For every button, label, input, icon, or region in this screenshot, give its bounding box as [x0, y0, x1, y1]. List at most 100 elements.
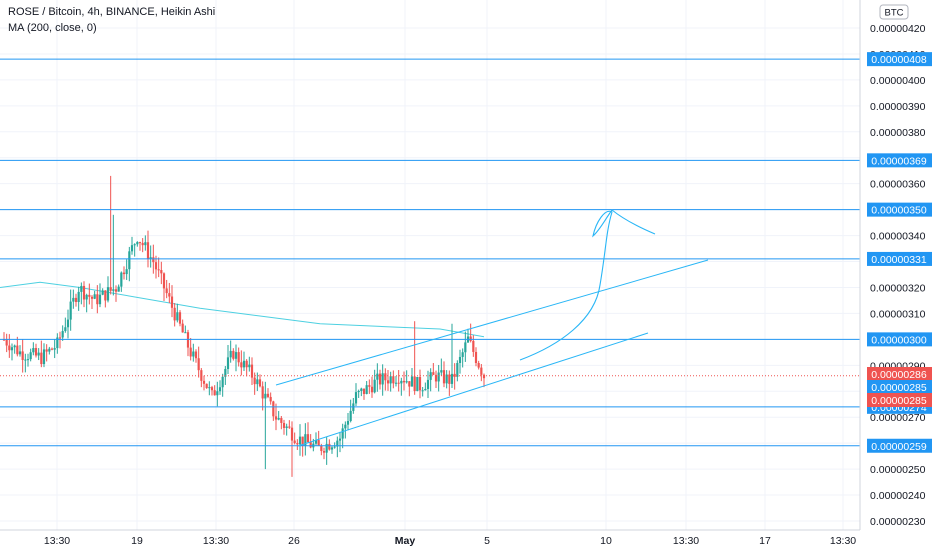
candle-up: [218, 387, 222, 392]
candle-down: [408, 381, 411, 387]
candle-down: [274, 416, 278, 420]
candle-down: [197, 358, 200, 371]
candle-down: [16, 345, 19, 355]
candle-down: [152, 257, 155, 263]
channel-lower-line: [297, 332, 649, 447]
horizontal-levels[interactable]: [0, 58, 860, 447]
candle-up: [130, 245, 134, 252]
candle-down: [378, 373, 382, 385]
candle-down: [453, 373, 456, 377]
candle-up: [440, 370, 443, 373]
candle-down: [301, 436, 304, 446]
candle-down: [146, 242, 150, 259]
candle-up: [26, 359, 30, 361]
price-label-bg: [867, 367, 932, 381]
candle-up: [248, 364, 251, 368]
candle-down: [272, 401, 275, 417]
candle-down: [258, 379, 262, 387]
candle-down: [178, 312, 182, 324]
candle-up: [136, 242, 139, 245]
candle-up: [410, 376, 414, 387]
candle-down: [317, 440, 320, 446]
candle-down: [320, 445, 323, 452]
candle-up: [429, 372, 432, 380]
candle-down: [82, 285, 86, 300]
candle-up: [85, 294, 88, 300]
y-tick-label: 0.00000380: [870, 127, 926, 139]
candle-up: [93, 294, 96, 299]
trend-drawings[interactable]: [275, 209, 709, 447]
candle-down: [368, 385, 371, 387]
candle-up: [24, 359, 27, 361]
candle-up: [224, 369, 227, 377]
candle-up: [437, 372, 440, 382]
candle-down: [386, 380, 390, 384]
candle-up: [80, 285, 83, 292]
x-tick-label: 13:30: [203, 535, 229, 547]
price-label: 0.00000285: [871, 395, 927, 407]
candle-down: [442, 370, 446, 384]
candles[interactable]: [2, 175, 486, 477]
candle-down: [173, 307, 176, 321]
candle-down: [482, 374, 486, 379]
candle-up: [216, 391, 219, 396]
candle-up: [226, 357, 230, 370]
candle-down: [322, 451, 326, 453]
y-tick-label: 0.00000420: [870, 23, 926, 35]
candle-up: [333, 446, 336, 448]
candle-up: [32, 348, 35, 353]
y-tick-label: 0.00000340: [870, 231, 926, 243]
level-label-bg: [867, 251, 932, 266]
candle-up: [416, 377, 419, 391]
y-tick-label: 0.00000230: [870, 516, 926, 528]
candle-down: [205, 383, 208, 389]
x-tick-label: 13:30: [44, 535, 70, 547]
candle-down: [186, 332, 190, 348]
candle-down: [402, 380, 406, 383]
candle-down: [290, 427, 294, 441]
candle-down: [328, 443, 331, 450]
candle-up: [424, 388, 427, 391]
candle-up: [314, 440, 318, 444]
candle-down: [418, 377, 422, 391]
y-tick-label: 0.00000310: [870, 308, 926, 320]
candle-up: [445, 374, 448, 384]
candle-up: [66, 319, 70, 328]
projection-arrow: [519, 209, 656, 361]
candle-up: [376, 373, 379, 380]
currency-badge[interactable]: BTC: [879, 4, 909, 20]
level-label: 0.00000408: [871, 54, 927, 66]
candle-up: [98, 294, 102, 305]
candle-up: [149, 257, 152, 259]
candle-down: [104, 290, 107, 301]
candle-up: [106, 287, 110, 301]
y-tick-label: 0.00000390: [870, 101, 926, 113]
x-tick-label: 13:30: [830, 535, 856, 547]
candle-up: [125, 269, 128, 275]
candle-down: [250, 364, 254, 378]
candle-up: [389, 376, 392, 384]
candle-down: [165, 288, 168, 294]
candle-down: [293, 440, 296, 444]
y-tick-label: 0.00000250: [870, 464, 926, 476]
candle-up: [120, 272, 123, 287]
candle-up: [18, 351, 22, 355]
candle-up: [29, 352, 32, 360]
candle-down: [288, 426, 291, 428]
level-label: 0.00000300: [871, 334, 927, 346]
candle-down: [296, 443, 299, 445]
candle-down: [280, 418, 283, 423]
candle-up: [133, 244, 136, 246]
candle-down: [432, 372, 435, 375]
candle-up: [330, 447, 334, 450]
candle-up: [112, 289, 115, 291]
candle-down: [170, 296, 174, 308]
candle-down: [40, 352, 43, 365]
indicator-label: MA (200, close, 0): [8, 22, 97, 34]
x-tick-label: 17: [759, 535, 771, 547]
candle-up: [208, 387, 211, 389]
candle-down: [309, 442, 312, 448]
